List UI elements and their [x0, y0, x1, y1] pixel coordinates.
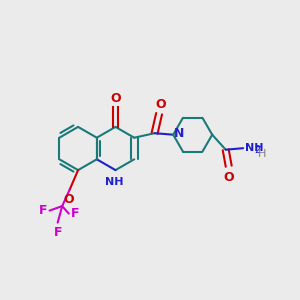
Text: O: O — [63, 193, 74, 206]
Text: F: F — [71, 207, 80, 220]
Text: O: O — [224, 171, 234, 184]
Text: F: F — [39, 204, 47, 217]
Text: NH: NH — [244, 143, 263, 153]
Text: O: O — [155, 98, 166, 111]
Text: NH: NH — [105, 177, 123, 187]
Text: F: F — [53, 226, 62, 239]
Text: O: O — [110, 92, 121, 105]
Text: N: N — [174, 127, 184, 140]
Text: H: H — [258, 148, 266, 159]
Text: 2: 2 — [254, 145, 261, 155]
